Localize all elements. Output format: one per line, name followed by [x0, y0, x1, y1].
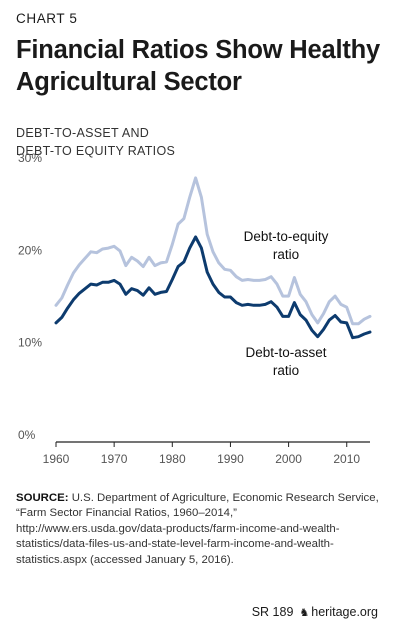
debt-to-equity-label-line-1: Debt-to-equity	[244, 229, 329, 244]
y-tick-label: 0%	[18, 428, 36, 442]
x-tick-label: 1980	[159, 452, 186, 466]
y-tick-label: 10%	[18, 336, 42, 350]
footer: SR 189 ♞ heritage.org	[252, 605, 378, 619]
debt-to-equity-label-line-2: ratio	[273, 247, 299, 262]
debt-to-equity-line	[54, 176, 372, 326]
liberty-bell-icon: ♞	[299, 607, 310, 619]
chart-title: Financial Ratios Show Healthy Agricultur…	[16, 36, 381, 96]
y-tick-label: 30%	[18, 151, 42, 165]
x-tick-label: 1990	[217, 452, 244, 466]
debt-to-asset-line	[54, 235, 372, 340]
x-tick-label: 2000	[275, 452, 302, 466]
x-tick-label: 1970	[101, 452, 128, 466]
source-text: U.S. Department of Agriculture, Economic…	[16, 492, 379, 566]
x-tick-label: 1960	[43, 452, 70, 466]
subtitle-line-2: DEBT-TO EQUITY RATIOS	[16, 144, 176, 158]
source-label: SOURCE:	[16, 492, 69, 504]
chart-subtitle: DEBT-TO-ASSET AND DEBT-TO EQUITY RATIOS	[16, 124, 316, 160]
site-name: heritage.org	[311, 605, 378, 619]
report-id: SR 189	[251, 605, 294, 619]
source-note: SOURCE: U.S. Department of Agriculture, …	[16, 491, 388, 568]
debt-to-asset-label-line-2: ratio	[273, 363, 299, 378]
chart-number: CHART 5	[16, 11, 78, 26]
x-tick-label: 2010	[333, 452, 360, 466]
debt-to-asset-label-line-1: Debt-to-asset	[245, 345, 326, 360]
line-chart: 0% 10% 20% 30% 1960 1970 1980 1990 2000 2010 Debt-…	[18, 151, 372, 466]
y-tick-label: 20%	[18, 243, 42, 257]
subtitle-line-1: DEBT-TO-ASSET AND	[16, 126, 150, 140]
